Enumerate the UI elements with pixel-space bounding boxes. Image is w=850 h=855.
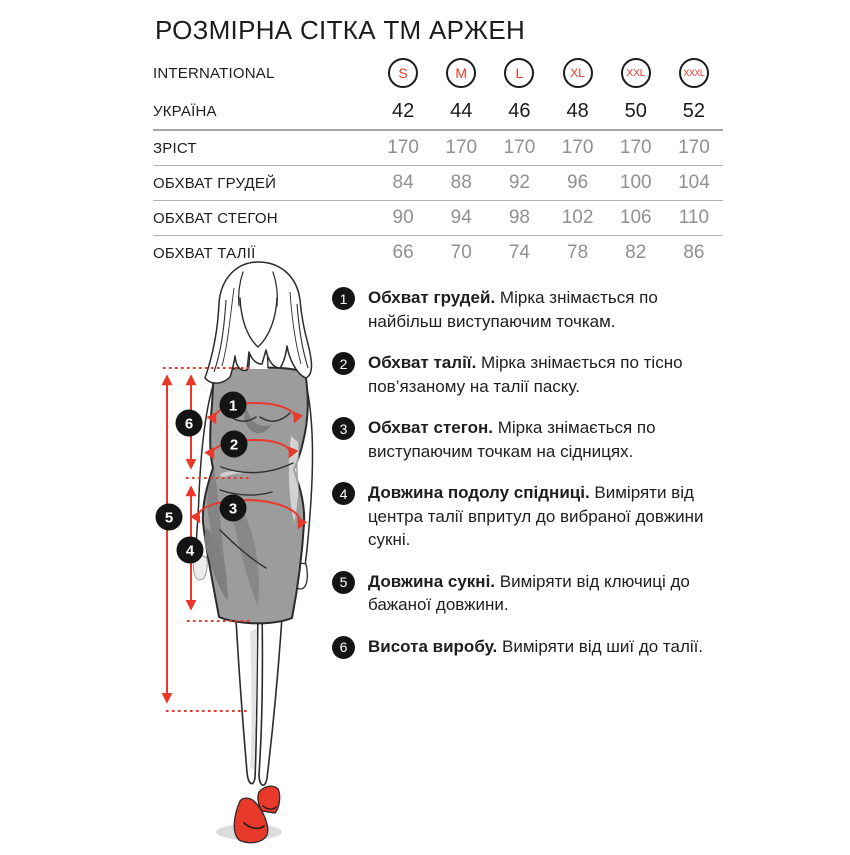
size-badge: XXXL [678, 58, 709, 88]
svg-text:2: 2 [230, 437, 238, 454]
table-cell: 110 [678, 207, 710, 228]
row-label: ОБХВАТ ТАЛІЇ [153, 244, 256, 262]
table-cell: 78 [567, 242, 589, 263]
instruction-text: Обхват стегон. Мірка знімається по висту… [368, 418, 656, 461]
row-label: ЗРІСТ [153, 139, 197, 157]
row-label: УКРАЇНА [153, 103, 217, 120]
table-cell: 48 [566, 100, 589, 122]
instruction-text: Довжина подолу спідниці. Виміряти від це… [368, 483, 704, 549]
table-cell: 98 [508, 207, 530, 228]
instruction-text: Обхват талії. Мірка знімається по тісно … [368, 353, 683, 396]
list-item: 2 Обхват талії. Мірка знімається по тісн… [332, 351, 724, 398]
table-cell: 170 [387, 137, 419, 158]
figure-marker-6 [175, 409, 203, 437]
table-cell: 106 [619, 207, 652, 228]
table-cell: 170 [678, 137, 710, 158]
instruction-text: Обхват грудей. Мірка знімається по найбі… [368, 288, 658, 331]
list-item: 3 Обхват стегон. Мірка знімається по вис… [332, 416, 724, 463]
figure-marker-1 [219, 391, 247, 419]
table-cell: 46 [508, 100, 531, 122]
table-cell: 52 [682, 100, 706, 122]
table-cell: 170 [561, 137, 594, 158]
table-cell: 84 [392, 172, 414, 193]
table-row-height: ЗРІСТ 170 170 170 170 170 170 [153, 131, 723, 166]
table-cell: 50 [624, 100, 647, 122]
figure-marker-5 [155, 503, 183, 531]
figure-markers: 1 2 3 4 5 6 [155, 391, 248, 564]
list-item: 4 Довжина подолу спідниці. Виміряти від … [332, 481, 724, 552]
table-row-international: INTERNATIONAL S M L XL XXL XXXL [153, 52, 723, 94]
table-cell: 74 [508, 242, 530, 263]
size-badge: S [388, 58, 419, 88]
arc-hips [190, 498, 308, 530]
figure-legs [234, 598, 284, 786]
table-cell: 88 [450, 172, 472, 193]
step-badge: 1 [332, 287, 355, 310]
table-cell: 42 [391, 100, 415, 122]
step-badge: 2 [332, 352, 355, 375]
step-badge: 3 [332, 417, 355, 440]
leg-shading [250, 628, 257, 770]
table-cell: 90 [392, 207, 414, 228]
table-cell: 104 [678, 172, 710, 193]
size-badge: XL [562, 58, 593, 88]
table-cell: 170 [503, 137, 536, 158]
measurement-instructions: 1 Обхват грудей. Мірка знімається по най… [332, 286, 724, 659]
size-table: INTERNATIONAL S M L XL XXL XXXL УКРАЇНА … [153, 52, 723, 270]
table-row-waist: ОБХВАТ ТАЛІЇ 66 70 74 78 82 86 [153, 236, 723, 270]
table-cell: 70 [450, 242, 472, 263]
figure-marker-2 [220, 430, 248, 458]
size-badge: XXL [620, 58, 651, 88]
dress-measurement-figure: 1 2 3 4 5 6 [155, 261, 314, 844]
table-cell: 44 [450, 100, 473, 122]
table-cell: 94 [450, 207, 472, 228]
hair-strand-lines [213, 287, 309, 373]
list-item: 5 Довжина сукні. Виміряти від ключиці до… [332, 570, 724, 617]
table-cell: 170 [619, 137, 652, 158]
step-badge: 4 [332, 482, 355, 505]
list-item: 6 Висота виробу. Виміряти від шиї до тал… [332, 635, 724, 659]
svg-text:5: 5 [165, 510, 173, 527]
table-row-hips: ОБХВАТ СТЕГОН 90 94 98 102 106 110 [153, 201, 723, 236]
table-cell: 102 [561, 207, 594, 228]
table-cell: 100 [619, 172, 652, 193]
step-badge: 6 [332, 635, 355, 659]
svg-text:3: 3 [229, 501, 237, 518]
heel-line [262, 805, 277, 810]
table-cell: 170 [445, 137, 478, 158]
size-badge: L [504, 58, 535, 88]
arc-waist [204, 438, 299, 460]
table-cell: 86 [683, 242, 705, 263]
row-label: ОБХВАТ ГРУДЕЙ [153, 174, 277, 192]
table-cell: 96 [567, 172, 589, 193]
table-row-ukraine: УКРАЇНА 42 44 46 48 50 52 [153, 94, 723, 131]
step-badge: 5 [332, 570, 355, 594]
size-badge: M [446, 58, 477, 88]
table-row-bust: ОБХВАТ ГРУДЕЙ 84 88 92 96 100 104 [153, 166, 723, 201]
page-title: РОЗМІРНА СІТКА ТМ АРЖЕН [155, 15, 526, 45]
instruction-text: Довжина сукні. Виміряти від ключиці до б… [368, 571, 690, 615]
face-outline [239, 297, 278, 348]
svg-text:4: 4 [186, 543, 195, 560]
svg-text:6: 6 [185, 416, 193, 433]
shoe-strap-line [243, 822, 265, 830]
face [240, 269, 277, 347]
list-item: 1 Обхват грудей. Мірка знімається по най… [332, 286, 724, 333]
dress-figure-illustration: 1 2 3 4 5 6 [140, 250, 340, 850]
row-label: ОБХВАТ СТЕГОН [153, 209, 278, 227]
arc-bust [206, 401, 304, 425]
figure-marker-3 [219, 494, 247, 522]
instruction-text: Висота виробу. Виміряти від шиї до талії… [368, 636, 704, 656]
figure-marker-4 [176, 536, 204, 564]
hair-fringe [238, 271, 278, 307]
row-label: INTERNATIONAL [153, 64, 275, 82]
table-cell: 92 [508, 172, 530, 193]
svg-text:1: 1 [229, 398, 237, 415]
table-cell: 66 [392, 242, 414, 263]
table-cell: 82 [625, 242, 647, 263]
